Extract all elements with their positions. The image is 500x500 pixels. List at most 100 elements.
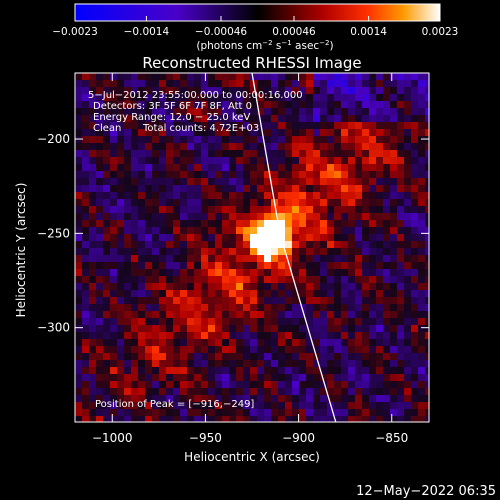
heatmap-cell xyxy=(369,304,377,312)
heatmap-cell xyxy=(257,339,265,347)
heatmap-cell xyxy=(264,332,272,340)
heatmap-cell xyxy=(194,227,202,235)
heatmap-cell xyxy=(82,360,90,368)
heatmap-cell xyxy=(194,388,202,396)
heatmap-cell xyxy=(194,402,202,410)
heatmap-cell xyxy=(327,339,335,347)
heatmap-cell xyxy=(124,206,132,214)
heatmap-cell xyxy=(271,101,279,109)
heatmap-cell xyxy=(194,87,202,95)
heatmap-cell xyxy=(313,136,321,144)
heatmap-cell xyxy=(75,241,83,249)
heatmap-cell xyxy=(278,388,286,396)
heatmap-cell xyxy=(201,346,209,354)
heatmap-cell xyxy=(131,311,139,319)
heatmap-cell xyxy=(397,199,405,207)
heatmap-cell xyxy=(285,332,293,340)
heatmap-cell xyxy=(250,304,258,312)
heatmap-cell xyxy=(341,416,349,422)
heatmap-cell xyxy=(292,108,300,116)
heatmap-cell xyxy=(145,80,153,88)
heatmap-cell xyxy=(362,346,370,354)
heatmap-cell xyxy=(404,199,412,207)
heatmap-cell xyxy=(257,227,265,235)
heatmap-cell xyxy=(89,304,97,312)
heatmap-cell xyxy=(103,234,111,242)
heatmap-cell xyxy=(117,192,125,200)
heatmap-cell xyxy=(89,381,97,389)
heatmap-cell xyxy=(243,220,251,228)
heatmap-cell xyxy=(75,318,83,326)
heatmap-cell xyxy=(208,227,216,235)
heatmap-cell xyxy=(187,220,195,228)
heatmap-cell xyxy=(369,339,377,347)
heatmap-cell xyxy=(278,213,286,221)
heatmap-cell xyxy=(96,262,104,270)
heatmap-cell xyxy=(103,178,111,186)
heatmap-cell xyxy=(369,206,377,214)
heatmap-cell xyxy=(89,234,97,242)
heatmap-cell xyxy=(124,199,132,207)
heatmap-cell xyxy=(187,206,195,214)
heatmap-cell xyxy=(138,402,146,410)
heatmap-cell xyxy=(425,297,429,305)
heatmap-cell xyxy=(425,248,429,256)
heatmap-cell xyxy=(362,248,370,256)
heatmap-cell xyxy=(348,318,356,326)
heatmap-cell xyxy=(194,360,202,368)
heatmap-cell xyxy=(376,220,384,228)
heatmap-cell xyxy=(166,339,174,347)
heatmap-cell xyxy=(243,304,251,312)
heatmap-cell xyxy=(320,290,328,298)
heatmap-cell xyxy=(250,311,258,319)
heatmap-cell xyxy=(320,374,328,382)
heatmap-cell xyxy=(201,276,209,284)
heatmap-cell xyxy=(362,227,370,235)
colorbar-ticks: −0.0023 −0.0014 −0.00046 0.00046 0.0014 0.002… xyxy=(52,16,458,38)
heatmap-cell xyxy=(369,269,377,277)
heatmap-cell xyxy=(173,318,181,326)
heatmap-cell xyxy=(257,150,265,158)
heatmap-cell xyxy=(145,108,153,116)
heatmap-cell xyxy=(201,318,209,326)
heatmap-cell xyxy=(299,276,307,284)
heatmap-cell xyxy=(138,115,146,123)
heatmap-cell xyxy=(173,234,181,242)
heatmap-cell xyxy=(299,360,307,368)
heatmap-cell xyxy=(180,199,188,207)
heatmap-cell xyxy=(369,157,377,165)
heatmap-cell xyxy=(145,73,153,81)
heatmap-cell xyxy=(89,185,97,193)
heatmap-cell xyxy=(103,416,111,422)
heatmap-cell xyxy=(411,297,419,305)
heatmap-cell xyxy=(145,290,153,298)
heatmap-cell xyxy=(110,122,118,130)
heatmap-cell xyxy=(397,115,405,123)
heatmap-cell xyxy=(418,381,426,389)
heatmap-cell xyxy=(166,409,174,417)
heatmap-cell xyxy=(369,171,377,179)
heatmap-cell xyxy=(271,122,279,130)
heatmap-cell xyxy=(292,150,300,158)
heatmap-cell xyxy=(173,129,181,137)
heatmap-cell xyxy=(124,227,132,235)
heatmap-cell xyxy=(236,353,244,361)
heatmap-cell xyxy=(348,332,356,340)
heatmap-cell xyxy=(173,185,181,193)
heatmap-cell xyxy=(215,136,223,144)
heatmap-cell xyxy=(320,129,328,137)
heatmap-cell xyxy=(257,255,265,263)
heatmap-cell xyxy=(404,416,412,422)
heatmap-cell xyxy=(383,73,391,81)
heatmap-cell xyxy=(278,143,286,151)
heatmap-cell xyxy=(327,101,335,109)
heatmap-cell xyxy=(180,367,188,375)
heatmap-cell xyxy=(383,346,391,354)
heatmap-cell xyxy=(110,115,118,123)
heatmap-cell xyxy=(425,234,429,242)
heatmap-cell xyxy=(306,304,314,312)
heatmap-cell xyxy=(89,332,97,340)
heatmap-cell xyxy=(285,360,293,368)
heatmap-cell xyxy=(418,143,426,151)
heatmap-cell xyxy=(271,213,279,221)
